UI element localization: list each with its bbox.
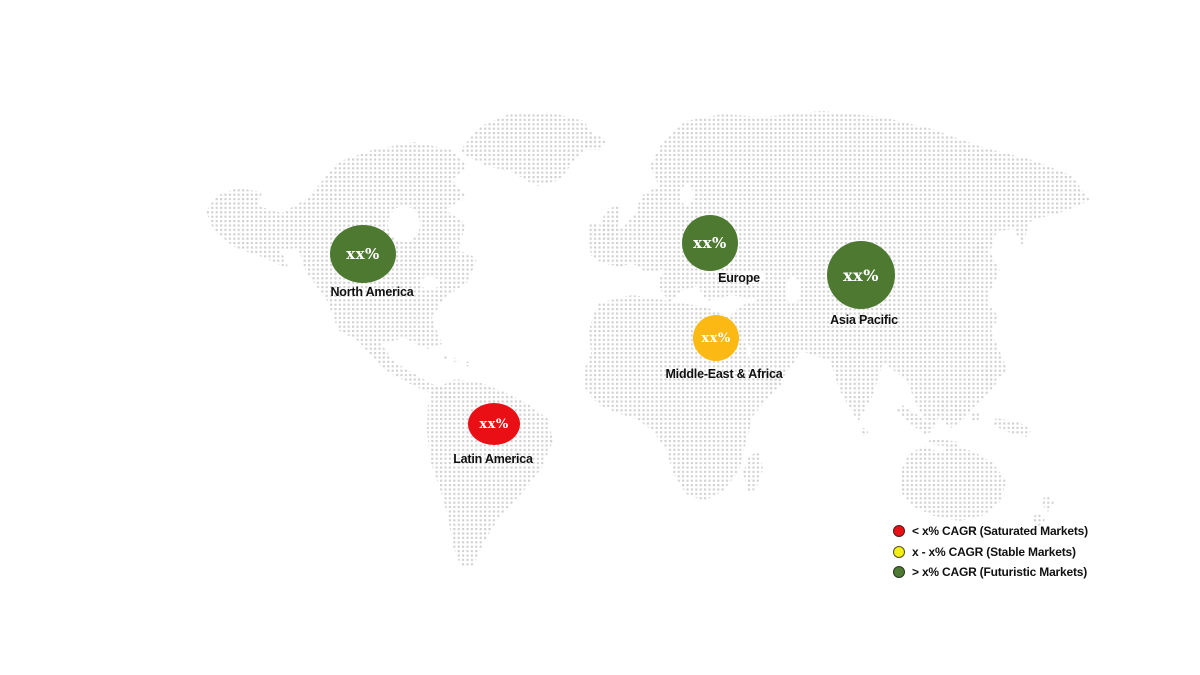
island-iceland (583, 135, 607, 150)
bubble-value: xx% (346, 245, 380, 263)
island-sri-lanka (860, 428, 868, 436)
legend-label: < x% CAGR (Saturated Markets) (912, 524, 1088, 539)
bubble-value: xx% (701, 330, 731, 346)
cagr-legend: < x% CAGR (Saturated Markets) x - x% CAG… (893, 521, 1088, 583)
bubble-asia-pacific: xx% (827, 241, 895, 309)
legend-row-stable: x - x% CAGR (Stable Markets) (893, 542, 1088, 563)
region-label-north-america: North America (330, 285, 414, 299)
bubble-value: xx% (843, 265, 879, 285)
bubble-europe: xx% (682, 215, 738, 271)
legend-row-futuristic: > x% CAGR (Futuristic Markets) (893, 562, 1088, 583)
island-greenland (459, 112, 596, 186)
continent-south-america (427, 379, 553, 567)
region-label-middle-east-africa: Middle-East & Africa (665, 367, 783, 381)
region-label-latin-america: Latin America (453, 452, 533, 466)
bubble-north-america: xx% (330, 225, 396, 283)
legend-dot-green-icon (893, 566, 905, 579)
bubble-value: xx% (479, 416, 509, 432)
bubble-value: xx% (693, 234, 727, 252)
island-sumatra (896, 405, 934, 435)
island-philippines (982, 360, 996, 389)
island-new-zealand-north (1041, 494, 1054, 512)
island-new-zealand-south (1031, 513, 1046, 527)
region-label-europe: Europe (718, 271, 760, 285)
region-label-asia-pacific: Asia Pacific (830, 313, 898, 327)
bubble-latin-america: xx% (468, 403, 520, 445)
legend-label: > x% CAGR (Futuristic Markets) (912, 565, 1088, 580)
island-new-guinea (993, 418, 1032, 437)
legend-dot-red-icon (893, 525, 905, 538)
island-tasmania (968, 526, 976, 534)
bubble-middle-east-africa: xx% (693, 315, 739, 361)
legend-dot-yellow-icon (893, 545, 905, 558)
legend-row-saturated: < x% CAGR (Saturated Markets) (893, 521, 1088, 542)
island-sulawesi (970, 411, 980, 421)
island-japan (958, 240, 985, 287)
legend-label: x - x% CAGR (Stable Markets) (912, 544, 1076, 559)
continent-australia (900, 446, 1006, 521)
island-madagascar (743, 451, 763, 493)
island-java (928, 438, 960, 448)
island-borneo (938, 400, 963, 428)
